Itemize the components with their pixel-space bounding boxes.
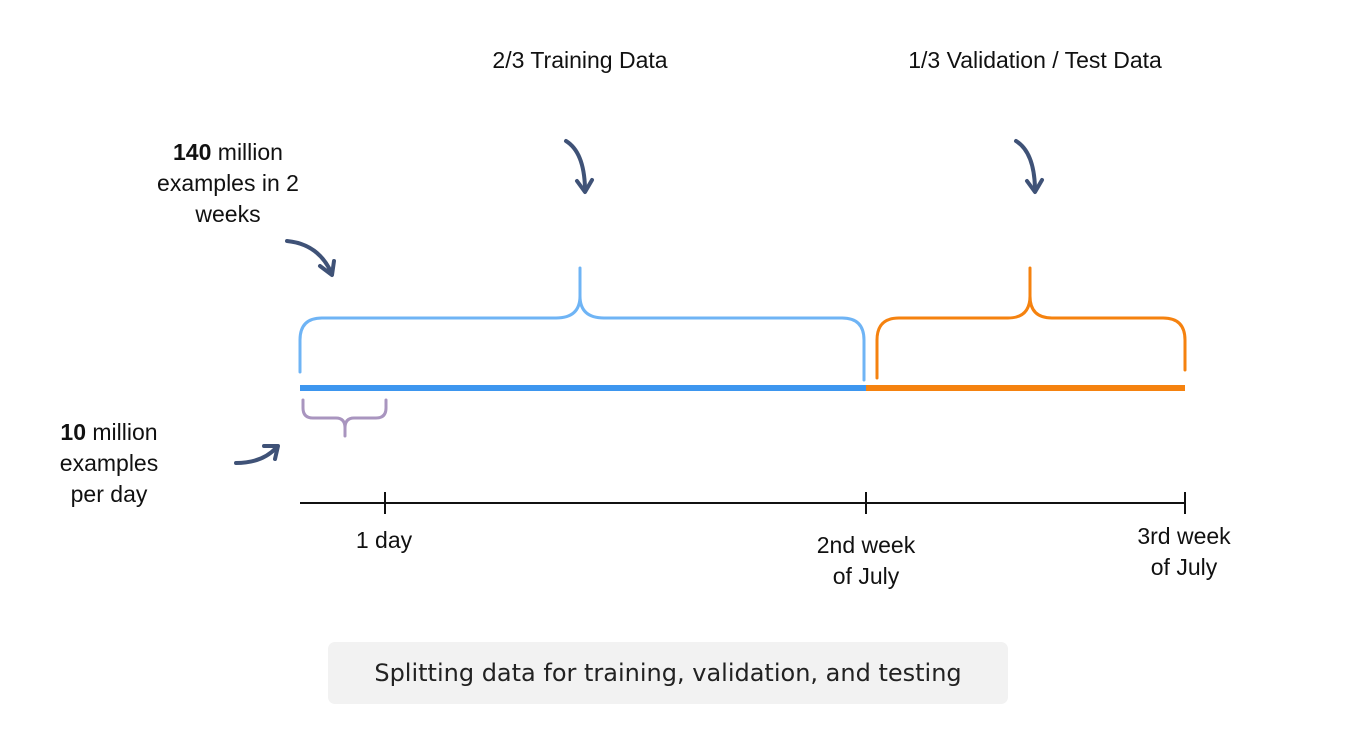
daily-line-3: per day <box>70 481 148 507</box>
axis-label-3rd-week-line-1: 3rd week <box>1137 523 1231 549</box>
total-line-2: examples in 2 <box>157 170 299 196</box>
total-count: 140 <box>173 139 212 165</box>
validation-test-data-label: 1/3 Validation / Test Data <box>908 47 1162 73</box>
axis-label-2nd-week-line-2: of July <box>832 563 900 589</box>
training-data-label: 2/3 Training Data <box>492 47 668 73</box>
daily-count: 10 <box>60 419 86 445</box>
daily-line-2: examples <box>59 450 159 476</box>
daily-unit: million <box>86 419 158 445</box>
training-brace <box>298 266 866 382</box>
validation-brace <box>875 266 1187 380</box>
total-line-3: weeks <box>195 201 261 227</box>
arrow-total-examples <box>285 239 336 277</box>
day-brace <box>301 398 388 438</box>
figure-caption: Splitting data for training, validation,… <box>328 642 1008 704</box>
arrow-training <box>564 139 594 194</box>
total-unit: million <box>211 139 283 165</box>
arrow-validation <box>1014 139 1044 194</box>
axis-label-3rd-week-line-2: of July <box>1150 554 1218 580</box>
axis-label-2nd-week: 2nd week of July <box>796 530 936 592</box>
axis-label-2nd-week-line-1: 2nd week <box>816 532 916 558</box>
axis-label-1-day: 1 day <box>355 527 413 553</box>
arrow-daily-examples <box>234 444 280 465</box>
total-examples-label: 140 million examples in 2 weeks <box>135 137 321 230</box>
daily-examples-label: 10 million examples per day <box>30 417 188 510</box>
axis-label-3rd-week: 3rd week of July <box>1114 521 1254 583</box>
